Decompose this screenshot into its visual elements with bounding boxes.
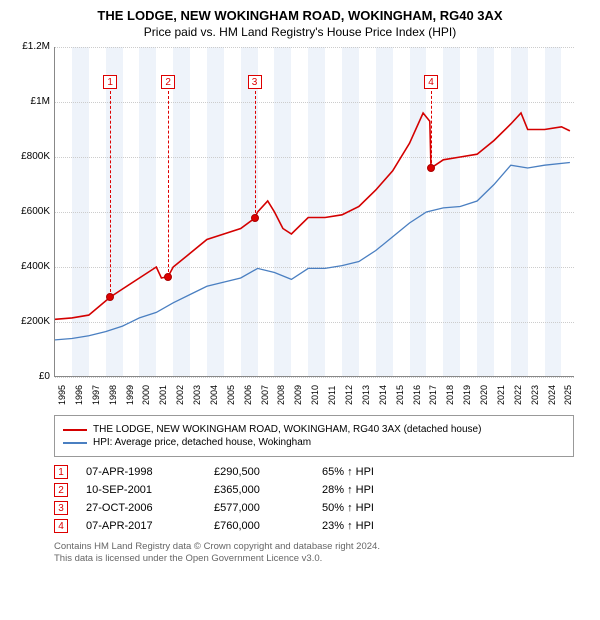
x-tick-label: 2006 — [243, 385, 253, 405]
sale-row: 3 27-OCT-2006 £577,000 50% ↑ HPI — [54, 501, 574, 515]
sale-marker-box: 1 — [103, 75, 117, 89]
sale-hpi: 28% ↑ HPI — [322, 484, 374, 496]
x-tick-label: 2017 — [428, 385, 438, 405]
line-series-svg — [55, 47, 575, 377]
legend-label: HPI: Average price, detached house, Woki… — [93, 437, 311, 448]
sale-date: 10-SEP-2001 — [86, 484, 196, 496]
chart-title: THE LODGE, NEW WOKINGHAM ROAD, WOKINGHAM… — [12, 8, 588, 23]
sale-marker-dot — [427, 164, 435, 172]
x-tick-label: 1999 — [125, 385, 135, 405]
legend-item: HPI: Average price, detached house, Woki… — [63, 437, 565, 448]
legend-item: THE LODGE, NEW WOKINGHAM ROAD, WOKINGHAM… — [63, 424, 565, 435]
sale-marker-dot — [251, 214, 259, 222]
y-tick-label: £200K — [12, 316, 50, 327]
sale-hpi: 65% ↑ HPI — [322, 466, 374, 478]
sale-number-box: 2 — [54, 483, 68, 497]
sale-marker-box: 3 — [248, 75, 262, 89]
footer-attribution: Contains HM Land Registry data © Crown c… — [54, 541, 574, 566]
x-tick-label: 2010 — [310, 385, 320, 405]
footer-line: This data is licensed under the Open Gov… — [54, 553, 574, 565]
y-tick-label: £1.2M — [12, 41, 50, 52]
x-tick-label: 2016 — [412, 385, 422, 405]
sale-number-box: 4 — [54, 519, 68, 533]
sale-marker-line — [168, 91, 169, 277]
x-tick-label: 2008 — [276, 385, 286, 405]
x-tick-label: 2005 — [226, 385, 236, 405]
sale-marker-box: 2 — [161, 75, 175, 89]
sale-hpi: 50% ↑ HPI — [322, 502, 374, 514]
chart-subtitle: Price paid vs. HM Land Registry's House … — [12, 25, 588, 39]
x-tick-label: 2022 — [513, 385, 523, 405]
x-tick-label: 2001 — [158, 385, 168, 405]
sale-marker-line — [110, 91, 111, 297]
y-tick-label: £400K — [12, 261, 50, 272]
x-tick-label: 2003 — [192, 385, 202, 405]
legend-swatch — [63, 442, 87, 444]
gridline-h — [55, 377, 574, 378]
x-tick-label: 2004 — [209, 385, 219, 405]
x-tick-label: 2000 — [141, 385, 151, 405]
sale-date: 07-APR-1998 — [86, 466, 196, 478]
legend-box: THE LODGE, NEW WOKINGHAM ROAD, WOKINGHAM… — [54, 415, 574, 457]
x-tick-label: 2021 — [496, 385, 506, 405]
x-tick-label: 2018 — [445, 385, 455, 405]
sale-price: £760,000 — [214, 520, 304, 532]
x-tick-label: 2020 — [479, 385, 489, 405]
sale-price: £577,000 — [214, 502, 304, 514]
x-tick-label: 2023 — [530, 385, 540, 405]
series-line — [55, 113, 570, 319]
x-tick-label: 1995 — [57, 385, 67, 405]
x-tick-label: 2015 — [395, 385, 405, 405]
sale-row: 4 07-APR-2017 £760,000 23% ↑ HPI — [54, 519, 574, 533]
y-tick-label: £1M — [12, 96, 50, 107]
y-tick-label: £800K — [12, 151, 50, 162]
legend-label: THE LODGE, NEW WOKINGHAM ROAD, WOKINGHAM… — [93, 424, 481, 435]
x-tick-label: 2011 — [327, 386, 337, 405]
sale-number-box: 1 — [54, 465, 68, 479]
x-tick-label: 2013 — [361, 385, 371, 405]
sale-marker-dot — [106, 293, 114, 301]
footer-line: Contains HM Land Registry data © Crown c… — [54, 541, 574, 553]
x-tick-label: 1998 — [108, 385, 118, 405]
y-tick-label: £600K — [12, 206, 50, 217]
x-tick-label: 2007 — [260, 385, 270, 405]
sales-table: 1 07-APR-1998 £290,500 65% ↑ HPI 2 10-SEP-200… — [54, 465, 574, 533]
x-tick-label: 2009 — [293, 385, 303, 405]
sale-marker-line — [255, 91, 256, 218]
x-tick-label: 1997 — [91, 385, 101, 405]
y-tick-label: £0 — [12, 371, 50, 382]
sale-marker-box: 4 — [424, 75, 438, 89]
series-line — [55, 163, 570, 340]
x-tick-label: 2014 — [378, 385, 388, 405]
legend-swatch — [63, 429, 87, 431]
x-tick-label: 2012 — [344, 385, 354, 405]
sale-row: 1 07-APR-1998 £290,500 65% ↑ HPI — [54, 465, 574, 479]
sale-hpi: 23% ↑ HPI — [322, 520, 374, 532]
chart-area: 1234 £0£200K£400K£600K£800K£1M£1.2M19951… — [12, 47, 588, 407]
x-tick-label: 2025 — [563, 385, 573, 405]
sale-row: 2 10-SEP-2001 £365,000 28% ↑ HPI — [54, 483, 574, 497]
sale-date: 27-OCT-2006 — [86, 502, 196, 514]
sale-price: £290,500 — [214, 466, 304, 478]
sale-date: 07-APR-2017 — [86, 520, 196, 532]
sale-marker-dot — [164, 273, 172, 281]
x-tick-label: 2002 — [175, 385, 185, 405]
sale-marker-line — [431, 91, 432, 168]
sale-price: £365,000 — [214, 484, 304, 496]
sale-number-box: 3 — [54, 501, 68, 515]
x-tick-label: 2019 — [462, 385, 472, 405]
x-tick-label: 1996 — [74, 385, 84, 405]
x-tick-label: 2024 — [547, 385, 557, 405]
plot-region: 1 2 3 4 — [54, 47, 574, 377]
